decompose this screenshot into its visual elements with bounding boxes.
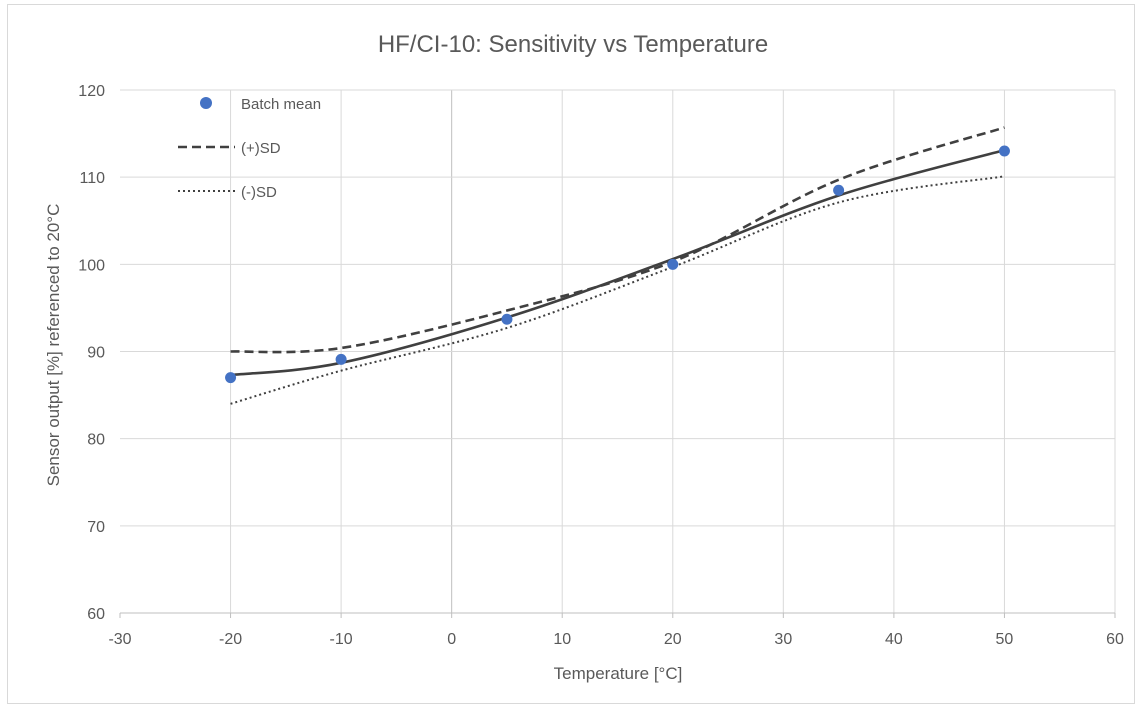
- x-tick-label: 30: [774, 631, 792, 648]
- y-tick-label: 110: [79, 170, 105, 187]
- batch-mean-point: [336, 354, 347, 365]
- y-tick-labels: 60 70 80 90 100 110 120: [78, 83, 105, 623]
- y-tick-label: 90: [87, 345, 105, 362]
- x-tick-label: 10: [553, 631, 571, 648]
- chart-svg: HF/CI-10: Sensitivity vs Temperature -30…: [8, 5, 1134, 703]
- x-tick-label: 40: [885, 631, 903, 648]
- chart-title: HF/CI-10: Sensitivity vs Temperature: [378, 31, 768, 58]
- legend-label: (+)SD: [241, 140, 281, 157]
- x-tick-label: 60: [1106, 631, 1124, 648]
- legend: Batch mean (+)SD (-)SD: [178, 96, 321, 201]
- x-tick-label: 50: [996, 631, 1014, 648]
- batch-mean-point: [225, 372, 236, 383]
- y-tick-label: 100: [78, 257, 105, 274]
- x-axis-label: Temperature [°C]: [554, 664, 683, 683]
- y-tick-label: 80: [87, 432, 105, 449]
- x-tick-label: -30: [108, 631, 131, 648]
- batch-mean-point: [667, 259, 678, 270]
- batch-mean-point: [999, 146, 1010, 157]
- series-line-solid-smooth: [231, 150, 1005, 375]
- batch-mean-point: [833, 185, 844, 196]
- x-tick-labels: -30 -20 -10 0 10 20 30 40 50 60: [108, 631, 1124, 648]
- y-axis-label: Sensor output [%] referenced to 20°C: [44, 204, 63, 487]
- series-lines: [231, 127, 1005, 403]
- y-tick-label: 120: [78, 83, 105, 100]
- y-tick-label: 60: [87, 606, 105, 623]
- series-line-dashed: [231, 127, 1005, 352]
- legend-label: (-)SD: [241, 184, 277, 201]
- x-tick-label: -20: [219, 631, 242, 648]
- legend-label: Batch mean: [241, 96, 321, 113]
- series-line-dotted: [231, 176, 1005, 404]
- x-tick-label: 20: [664, 631, 682, 648]
- grid: [120, 90, 1115, 613]
- axes: [120, 613, 1115, 618]
- chart-frame: HF/CI-10: Sensitivity vs Temperature -30…: [7, 4, 1135, 704]
- x-tick-label: -10: [330, 631, 353, 648]
- y-tick-label: 70: [87, 519, 105, 536]
- x-tick-label: 0: [447, 631, 456, 648]
- batch-mean-point: [501, 314, 512, 325]
- legend-marker-batch-mean: [200, 97, 212, 109]
